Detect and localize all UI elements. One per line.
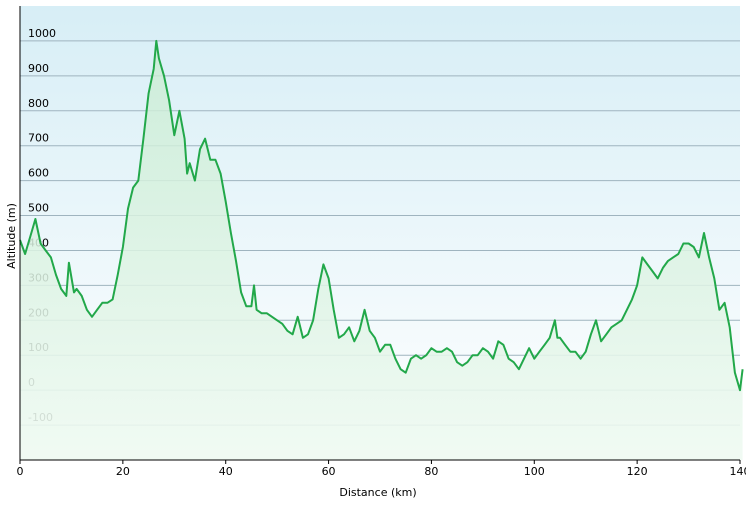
x-tick-label: 60 (322, 465, 336, 478)
x-tick-label: 100 (524, 465, 545, 478)
y-tick-label: 900 (28, 62, 49, 75)
x-axis-label: Distance (km) (339, 486, 416, 499)
y-tick-label: 700 (28, 132, 49, 145)
y-tick-label: 600 (28, 167, 49, 180)
x-tick-label: 140 (730, 465, 746, 478)
y-tick-label: 500 (28, 202, 49, 215)
y-tick-label: 800 (28, 97, 49, 110)
line (19, 39, 744, 392)
y-tick-label: 1000 (28, 27, 56, 40)
x-tick-label: 80 (424, 465, 438, 478)
x-tick-label: 0 (17, 465, 24, 478)
area (20, 40, 743, 461)
x-tick-label: 20 (116, 465, 130, 478)
x-tick-label: 120 (627, 465, 648, 478)
x-tick-label: 40 (219, 465, 233, 478)
y-axis-label: Altitude (m) (5, 203, 18, 269)
